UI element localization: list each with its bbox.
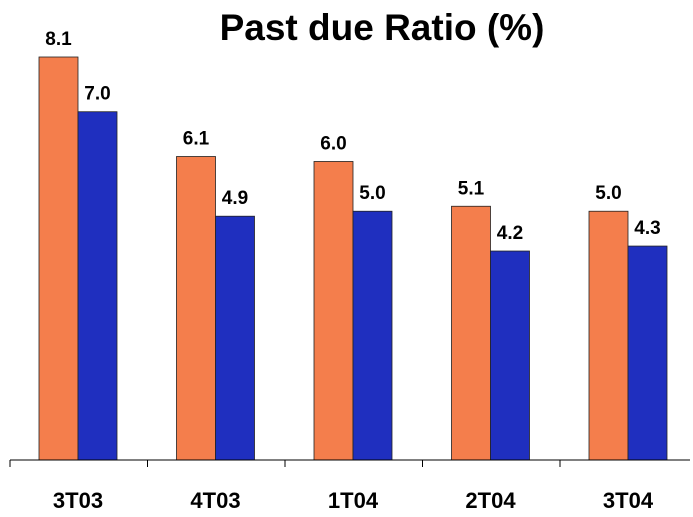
bar-s2-4t03 <box>215 215 255 461</box>
bar-s1-3t03 <box>38 56 79 461</box>
value-label-s2-4t03: 4.9 <box>222 188 248 209</box>
bars-group: 8.1 7.0 6.1 4.9 6.0 5.0 5.1 4.2 5.0 4.3 <box>38 29 668 461</box>
category-label-4t03: 4T03 <box>190 488 240 513</box>
value-label-s1-2t04: 5.1 <box>458 178 485 199</box>
bar-s2-3t04 <box>627 245 668 461</box>
value-label-s1-1t04: 6.0 <box>320 133 346 154</box>
bar-s1-2t04 <box>451 205 491 461</box>
bar-s2-2t04 <box>490 250 530 461</box>
category-label-3t04: 3T04 <box>603 488 654 513</box>
value-label-s2-3t04: 4.3 <box>634 218 660 239</box>
value-label-s1-3t04: 5.0 <box>595 183 621 204</box>
bar-s2-1t04 <box>352 210 393 461</box>
value-label-s1-4t03: 6.1 <box>183 129 210 150</box>
chart-title: Past due Ratio (%) <box>220 7 545 48</box>
bar-s1-1t04 <box>313 161 354 461</box>
bar-s1-3t04 <box>588 210 629 461</box>
value-label-s2-1t04: 5.0 <box>359 183 385 204</box>
x-axis: 3T03 4T03 1T04 2T04 3T04 <box>9 459 690 513</box>
value-label-s2-3t03: 7.0 <box>84 84 110 105</box>
bar-s2-3t03 <box>77 111 118 461</box>
value-label-s1-3t03: 8.1 <box>45 29 72 50</box>
category-label-2t04: 2T04 <box>465 488 516 513</box>
bar-s1-4t03 <box>176 156 216 461</box>
category-label-1t04: 1T04 <box>328 488 379 513</box>
category-label-3t03: 3T03 <box>53 488 103 513</box>
value-label-s2-2t04: 4.2 <box>497 223 523 244</box>
